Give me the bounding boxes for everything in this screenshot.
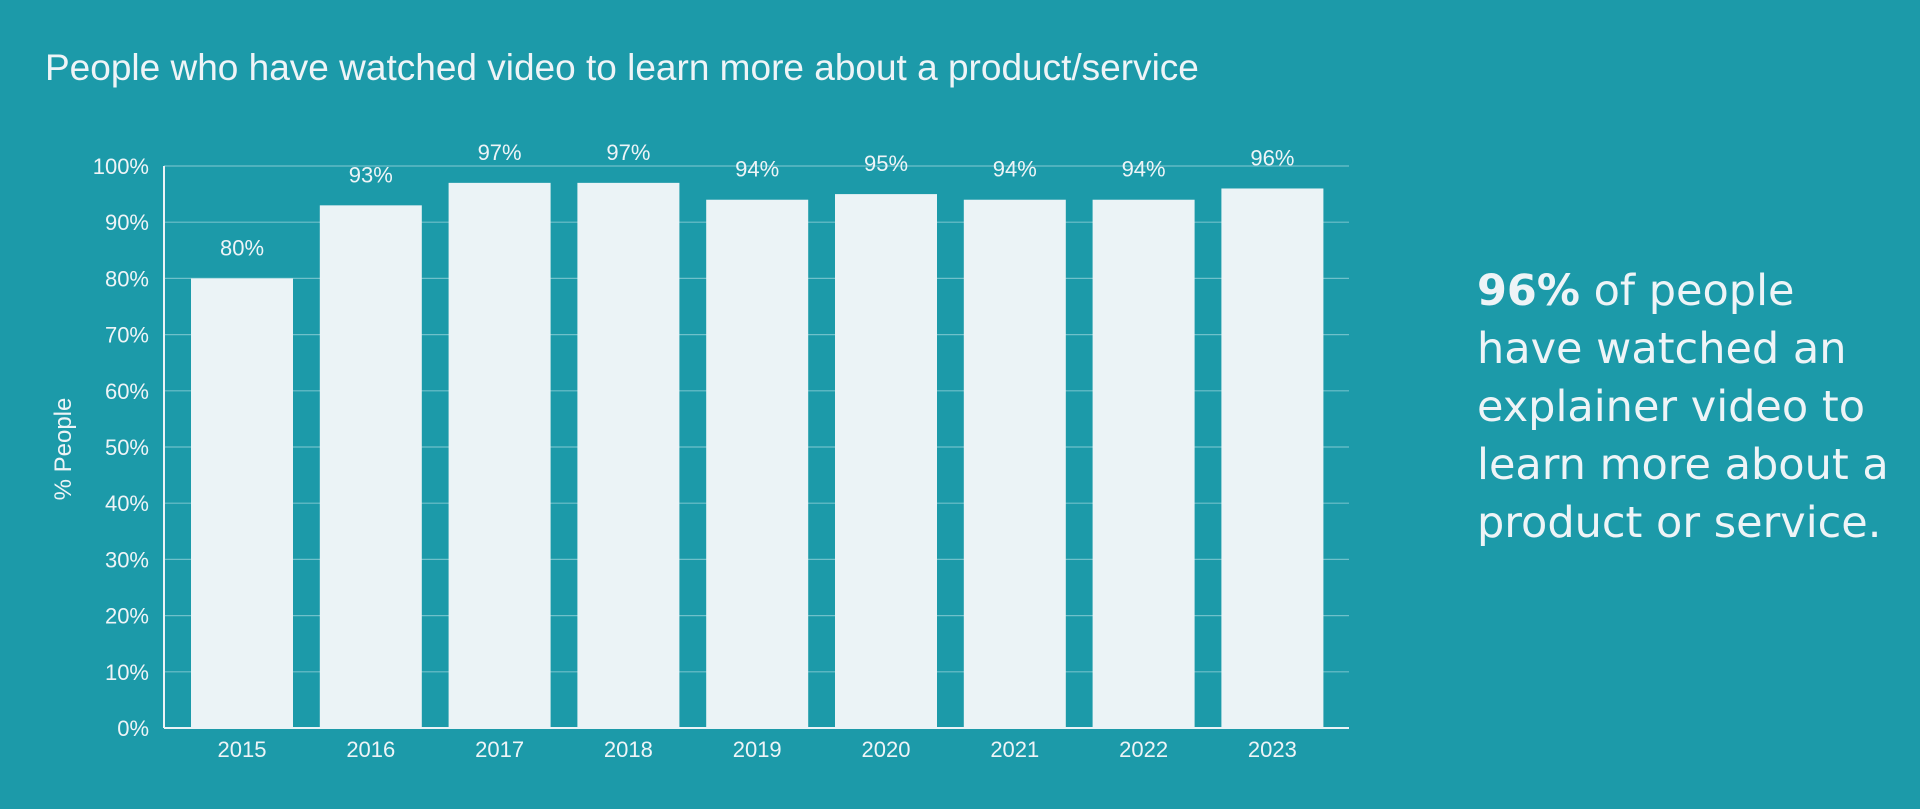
data-label: 94% bbox=[735, 157, 779, 182]
x-tick-label: 2022 bbox=[1119, 737, 1168, 762]
data-label: 94% bbox=[993, 157, 1037, 182]
x-tick-label: 2017 bbox=[475, 737, 524, 762]
y-tick-label: 90% bbox=[105, 210, 149, 235]
bar bbox=[1221, 188, 1324, 729]
y-tick-label: 20% bbox=[105, 604, 149, 629]
bar bbox=[191, 278, 293, 728]
y-tick-label: 60% bbox=[105, 379, 149, 404]
y-tick-label: 50% bbox=[105, 435, 149, 460]
y-tick-label: 100% bbox=[93, 154, 149, 179]
data-label: 93% bbox=[349, 162, 393, 187]
chart-title: People who have watched video to learn m… bbox=[45, 47, 1199, 88]
data-label: 97% bbox=[606, 140, 650, 165]
bar bbox=[706, 199, 809, 729]
y-tick-label: 70% bbox=[105, 323, 149, 348]
callout-highlight: 96% bbox=[1477, 266, 1580, 316]
bar bbox=[1092, 199, 1195, 729]
bar bbox=[835, 194, 937, 729]
bar bbox=[448, 182, 551, 729]
data-label: 97% bbox=[478, 140, 522, 165]
callout-statement: 96% of people have watched an explainer … bbox=[1477, 262, 1907, 552]
y-tick-label: 40% bbox=[105, 491, 149, 516]
y-tick-label: 80% bbox=[105, 266, 149, 291]
y-tick-label: 0% bbox=[117, 716, 149, 741]
bar bbox=[963, 199, 1066, 729]
x-tick-label: 2021 bbox=[990, 737, 1039, 762]
data-label: 95% bbox=[864, 151, 908, 176]
data-label: 80% bbox=[220, 235, 264, 260]
y-tick-label: 10% bbox=[105, 660, 149, 685]
bar bbox=[319, 205, 422, 729]
bar bbox=[577, 182, 680, 729]
x-tick-label: 2019 bbox=[733, 737, 782, 762]
x-tick-label: 2015 bbox=[218, 737, 267, 762]
axes bbox=[163, 166, 1349, 729]
x-tick-label: 2018 bbox=[604, 737, 653, 762]
callout-text: of people have watched an explainer vide… bbox=[1477, 266, 1889, 548]
x-tick-label: 2016 bbox=[346, 737, 395, 762]
labels: 0% 10% 20% 30% 40% 50% 60% 70% 80% 90% 100% 80% 2015… bbox=[93, 140, 1297, 762]
x-tick-label: 2023 bbox=[1248, 737, 1297, 762]
bars bbox=[191, 182, 1324, 729]
y-axis-title: % People bbox=[50, 398, 77, 501]
x-tick-label: 2020 bbox=[862, 737, 911, 762]
data-label: 96% bbox=[1250, 145, 1294, 170]
y-tick-label: 30% bbox=[105, 547, 149, 572]
data-label: 94% bbox=[1122, 157, 1166, 182]
